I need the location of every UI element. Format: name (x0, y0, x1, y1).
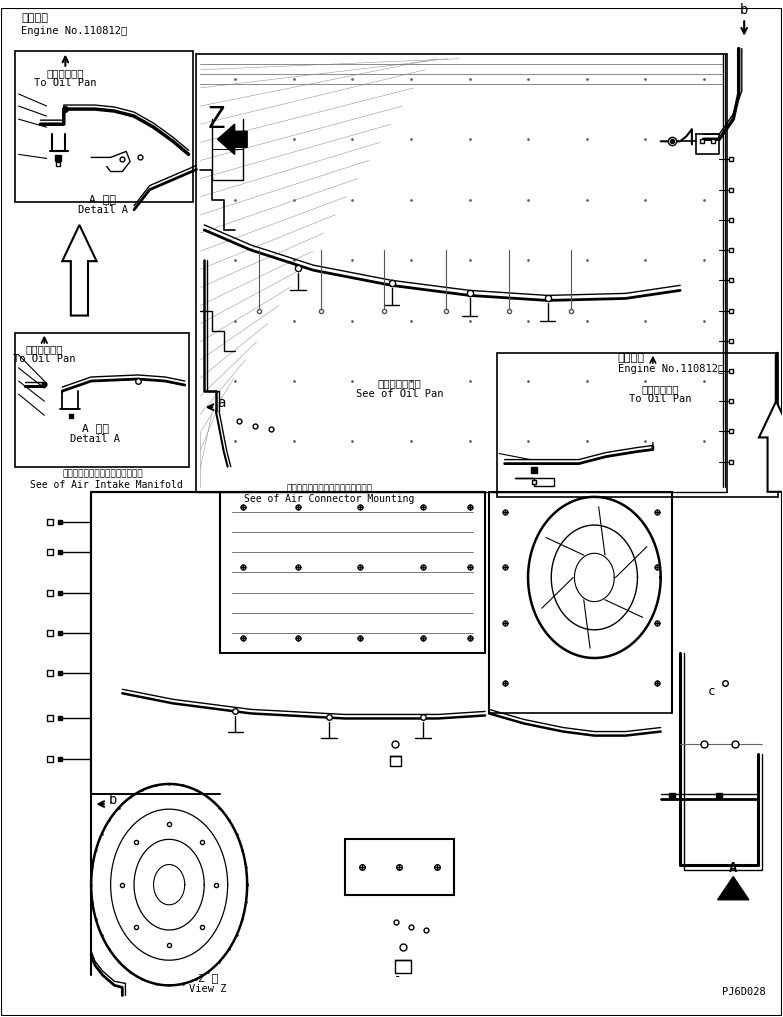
Text: To Oil Pan: To Oil Pan (34, 78, 96, 87)
Text: A 詳細: A 詳細 (89, 194, 117, 203)
Text: To Oil Pan: To Oil Pan (630, 395, 692, 404)
Text: See of Air Connector Mounting: See of Air Connector Mounting (244, 494, 414, 503)
Text: 適用号機: 適用号機 (21, 13, 48, 23)
Text: See of Air Intake Manifold: See of Air Intake Manifold (31, 480, 183, 490)
Text: Z: Z (207, 105, 226, 134)
Text: Engine No.110812～: Engine No.110812～ (618, 364, 724, 374)
Text: -: - (394, 970, 402, 983)
Text: オイルパンへ: オイルパンへ (47, 68, 84, 78)
Text: Detail A: Detail A (70, 434, 120, 444)
Text: Z 視: Z 視 (198, 973, 218, 983)
Text: c: c (708, 685, 715, 699)
Text: See of Oil Pan: See of Oil Pan (355, 390, 443, 399)
Bar (16, 333, 189, 467)
Text: Detail A: Detail A (78, 204, 128, 215)
Polygon shape (759, 401, 783, 492)
Text: エアーコネクタマウンティング参照: エアーコネクタマウンティング参照 (286, 484, 372, 493)
Text: b: b (740, 3, 749, 17)
Bar (16, 51, 193, 201)
Text: 適用号機: 適用号機 (618, 353, 644, 363)
Text: Engine No.110812～: Engine No.110812～ (21, 25, 127, 36)
Polygon shape (718, 877, 749, 900)
Text: A 詳細: A 詳細 (81, 423, 109, 433)
Text: オイルパン参照: オイルパン参照 (377, 378, 421, 388)
Text: b: b (109, 793, 117, 807)
Text: a: a (218, 397, 226, 410)
Text: To Oil Pan: To Oil Pan (13, 354, 75, 364)
Text: PJ6D028: PJ6D028 (722, 988, 766, 998)
Bar (497, 353, 778, 497)
Text: A: A (729, 860, 738, 875)
Text: オイルパンへ: オイルパンへ (26, 344, 63, 354)
Text: エアーインテークマニホール参照: エアーインテークマニホール参照 (63, 470, 143, 479)
Text: オイルパンへ: オイルパンへ (642, 384, 680, 395)
FancyArrow shape (218, 124, 247, 155)
Polygon shape (62, 225, 96, 315)
Text: View Z: View Z (189, 984, 227, 995)
